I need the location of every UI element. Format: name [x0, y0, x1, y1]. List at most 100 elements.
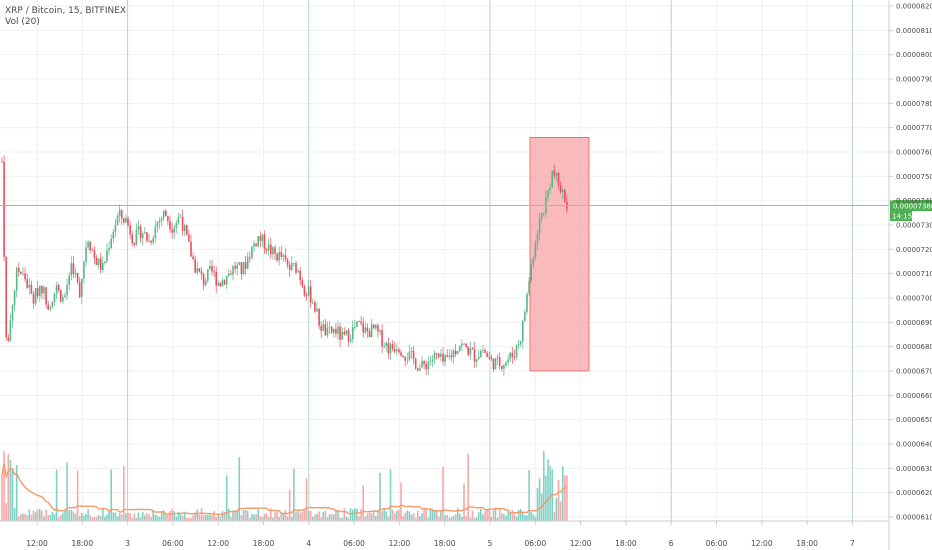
candle-body	[91, 249, 94, 251]
candle-body	[223, 280, 226, 285]
volume-bar	[517, 509, 520, 521]
volume-bar	[228, 508, 230, 521]
candle-body	[34, 288, 37, 304]
candle-body	[490, 357, 493, 359]
volume-bar	[391, 509, 394, 521]
candle-body	[213, 271, 215, 273]
candle-body	[540, 213, 543, 219]
volume-bar	[135, 517, 138, 521]
volume-bar	[146, 513, 148, 521]
volume-bar	[496, 517, 499, 521]
volume-bar	[114, 512, 117, 521]
volume-bar	[307, 510, 310, 521]
candle-body	[244, 262, 247, 269]
candle-body	[28, 284, 31, 288]
volume-bar	[217, 514, 220, 521]
volume-bar	[362, 485, 364, 521]
volume-bar	[257, 508, 259, 521]
volume-bar	[232, 510, 234, 521]
candle-body	[114, 225, 117, 232]
volume-bar	[209, 514, 211, 521]
candle-body	[188, 234, 190, 242]
volume-bar	[555, 497, 558, 521]
candle-body	[488, 356, 490, 358]
volume-bar	[549, 466, 551, 521]
volume-bar	[318, 511, 320, 521]
candle-body	[72, 263, 75, 275]
candle-body	[5, 256, 7, 338]
candle-body	[503, 365, 505, 369]
candle-body	[66, 285, 68, 296]
candle-body	[326, 327, 329, 336]
candle-body	[47, 304, 49, 310]
volume-bar	[20, 513, 22, 521]
candle-body	[171, 229, 173, 233]
volume-bar	[561, 466, 564, 521]
volume-bar	[225, 475, 228, 521]
candle-body	[339, 326, 341, 340]
volume-bar	[131, 517, 133, 521]
volume-bar	[270, 508, 272, 521]
volume-bar	[431, 508, 434, 521]
candle-body	[186, 225, 188, 235]
volume-bar	[293, 468, 295, 521]
volume-bar	[442, 466, 444, 521]
volume-bar	[221, 511, 224, 521]
volume-bar	[83, 515, 85, 521]
volume-bar	[480, 508, 482, 521]
volume-bar	[169, 510, 171, 521]
highlight-box[interactable]	[529, 136, 590, 372]
volume-bar	[141, 512, 144, 521]
candle-body	[45, 287, 47, 305]
candle-body	[57, 285, 60, 291]
candle-body	[137, 226, 140, 230]
candle-body	[43, 287, 45, 294]
candle-body	[557, 172, 560, 185]
volume-bar	[60, 514, 62, 521]
candle-body	[167, 216, 169, 222]
volume-bar	[412, 513, 415, 521]
volume-bar	[473, 517, 476, 521]
candle-body	[524, 311, 526, 321]
volume-bar	[360, 509, 362, 521]
volume-bar	[387, 516, 390, 521]
volume-bar	[3, 451, 5, 521]
y-tick-label: 0.00006100	[896, 514, 932, 522]
volume-bar	[381, 510, 383, 521]
volume-bar	[330, 513, 333, 521]
candle-body	[255, 243, 257, 246]
candle-body	[217, 283, 220, 286]
volume-bar	[72, 511, 75, 521]
candle-body	[51, 302, 54, 308]
volume-bar	[32, 510, 35, 521]
candle-body	[104, 261, 106, 264]
volume-bar	[85, 514, 87, 521]
volume-bar	[278, 516, 280, 521]
volume-bar	[204, 514, 207, 521]
candle-body	[408, 351, 411, 360]
candle-body	[97, 258, 100, 265]
candle-body	[135, 229, 138, 245]
volume-bar	[70, 509, 73, 521]
volume-bar	[274, 512, 276, 521]
volume-bar	[498, 509, 501, 521]
candle-body	[22, 273, 24, 275]
candle-body	[236, 264, 238, 269]
candle-body	[486, 352, 488, 357]
candle-body	[158, 220, 161, 223]
candle-body	[196, 268, 199, 273]
candle-body	[112, 231, 115, 239]
volume-bar	[66, 462, 68, 521]
candle-body	[24, 273, 26, 280]
candle-body	[259, 236, 262, 241]
highlight-rect	[529, 136, 590, 372]
candle-body	[341, 331, 343, 340]
candle-body	[110, 238, 112, 249]
volume-bar	[253, 514, 255, 521]
volume-bar	[507, 511, 509, 521]
candle-body	[183, 225, 186, 232]
